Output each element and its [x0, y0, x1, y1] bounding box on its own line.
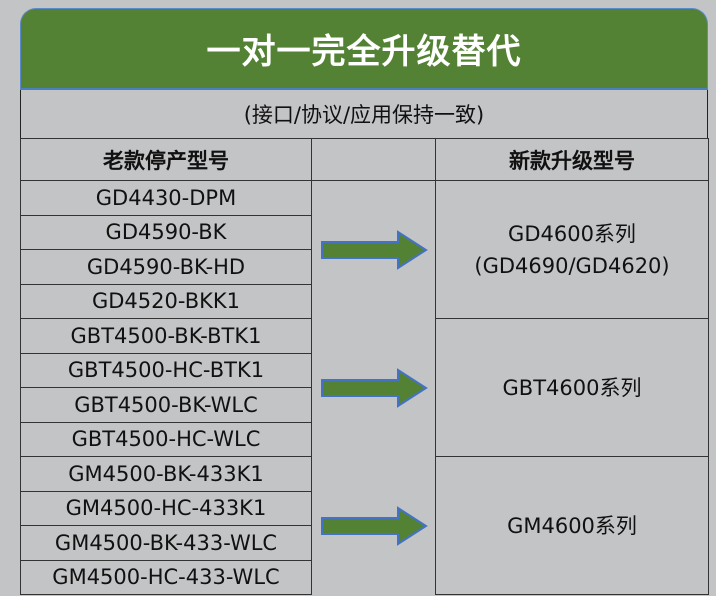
new-model-cell: GD4600系列 (GD4690/GD4620) [435, 180, 709, 319]
right-arrow-icon [320, 229, 428, 270]
old-model-cell: GD4590-BK [20, 214, 312, 250]
old-model-cell: GM4500-HC-433K1 [20, 490, 312, 526]
arrow-cell [311, 318, 436, 457]
header-old-models: 老款停产型号 [20, 138, 312, 181]
old-model-cell: GM4500-HC-433-WLC [20, 559, 312, 595]
old-model-cell: GD4520-BKK1 [20, 283, 312, 319]
table-row: GBT4500-HC-WLC [20, 421, 709, 457]
arrow-cell [311, 456, 436, 595]
old-model-cell: GM4500-BK-433-WLC [20, 525, 312, 561]
new-model-label: GBT4600系列 [502, 375, 642, 400]
old-model-cell: GBT4500-HC-BTK1 [20, 352, 312, 388]
subtitle: (接口/协议/应用保持一致) [20, 90, 708, 138]
table-row: GD4520-BKK1 [20, 283, 709, 319]
old-model-cell: GD4430-DPM [20, 180, 312, 216]
table-row: GM4500-HC-433-WLC [20, 559, 709, 595]
old-model-cell: GD4590-BK-HD [20, 249, 312, 285]
new-model-cell: GBT4600系列 [435, 318, 709, 457]
table-row: GD4590-BK-HD [20, 249, 709, 285]
new-model-cell: GM4600系列 [435, 456, 709, 595]
header-row: 老款停产型号 新款升级型号 [20, 138, 709, 181]
table-row: GD4430-DPM GD4600系列 (GD4690/GD4620) [20, 180, 709, 319]
old-model-cell: GBT4500-BK-BTK1 [20, 318, 312, 354]
new-model-label: GM4600系列 [507, 513, 637, 538]
table-row: GD4590-BK [20, 214, 709, 250]
old-model-cell: GBT4500-HC-WLC [20, 421, 312, 457]
old-model-cell: GBT4500-BK-WLC [20, 387, 312, 423]
right-arrow-icon [320, 505, 428, 546]
table-row: GBT4500-BK-BTK1 GBT4600系列 [20, 318, 709, 457]
page-title: 一对一完全升级替代 [20, 8, 708, 90]
new-model-label: (GD4690/GD4620) [474, 253, 670, 278]
table-row: GM4500-BK-433-WLC [20, 525, 709, 561]
header-new-models: 新款升级型号 [435, 138, 709, 181]
replacement-table: 老款停产型号 新款升级型号 GD4430-DPM GD4600系列 (GD4690/… [20, 138, 709, 595]
right-arrow-icon [320, 367, 428, 408]
old-model-cell: GM4500-BK-433K1 [20, 456, 312, 492]
arrow-cell [311, 180, 436, 319]
table-row: GM4500-BK-433K1 GM4600系列 [20, 456, 709, 595]
header-blank [311, 138, 436, 181]
new-model-label: GD4600系列 [508, 221, 636, 246]
